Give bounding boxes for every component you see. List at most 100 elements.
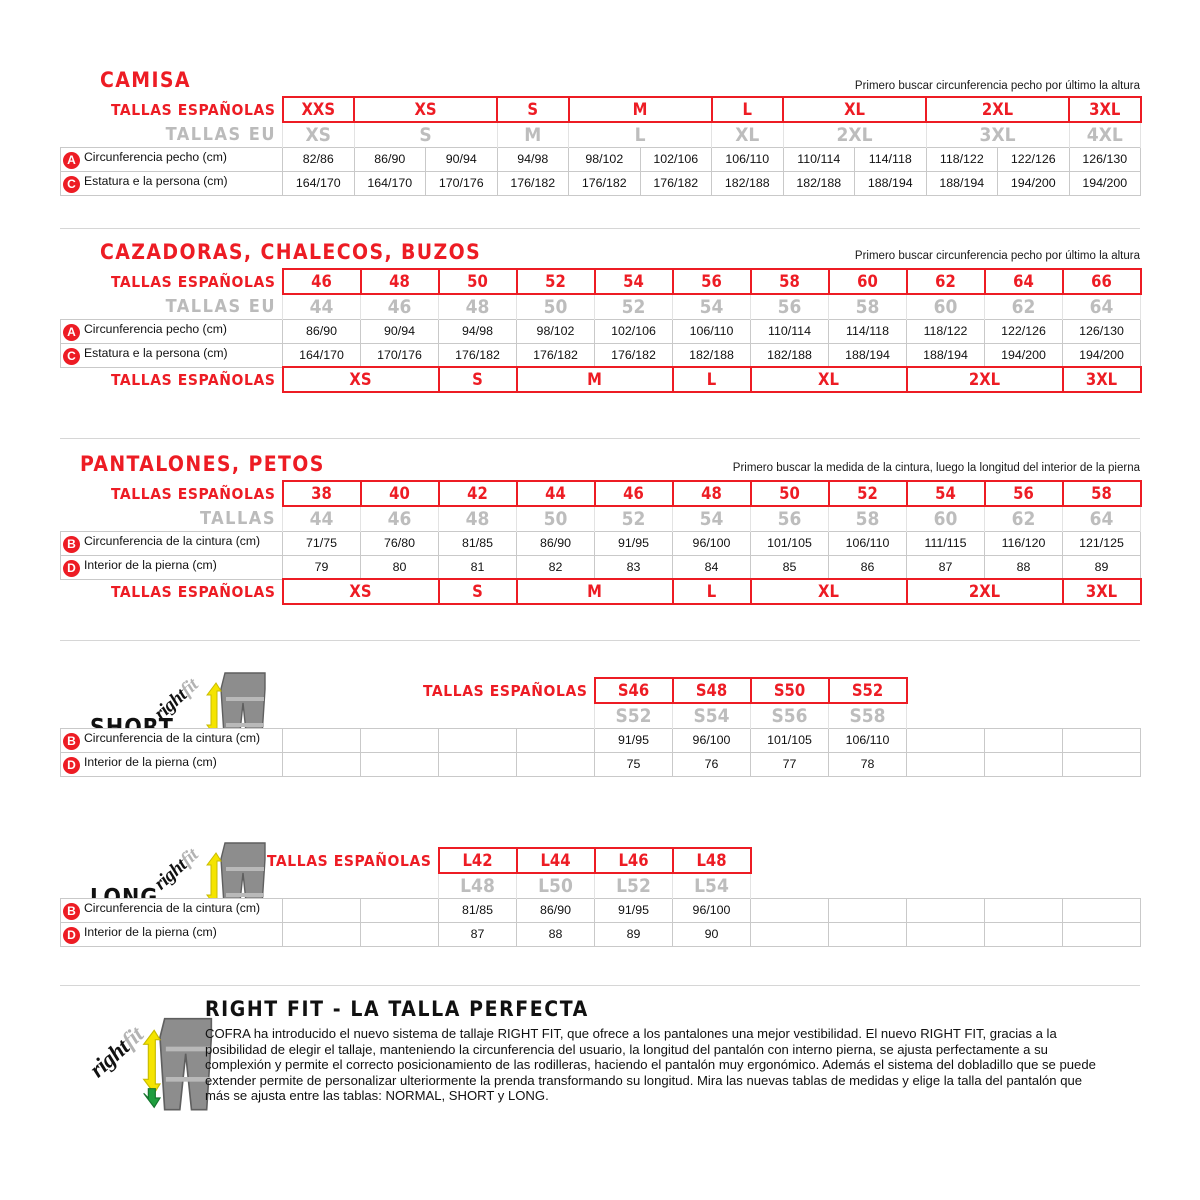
measure-value: 106/110 bbox=[828, 530, 907, 556]
row-tallas-eu: L48 L50 L52 L54 bbox=[61, 873, 1141, 898]
measure-value: 80 bbox=[360, 554, 439, 580]
blank-cell bbox=[829, 873, 907, 898]
blank-cell bbox=[1063, 678, 1141, 703]
measure-row-label-C: C Estatura e la persona (cm) bbox=[60, 170, 283, 196]
rightfit-logo-footer: rightfit bbox=[85, 995, 213, 1120]
measure-value: 176/182 bbox=[516, 342, 595, 368]
size-eu-58: 58 bbox=[828, 294, 907, 319]
table-short: TALLAS ESPAÑOLAS S46 S48 S50 S52 S52 S54 S56 S58… bbox=[60, 677, 1141, 777]
size-letter-2XL: 2XL bbox=[905, 578, 1064, 605]
size-eu-L48: L48 bbox=[438, 873, 517, 898]
measure-value: 164/170 bbox=[353, 170, 426, 196]
size-eu-52: 52 bbox=[594, 294, 673, 319]
row-measure-A: A Circunferencia pecho (cm) 82/86 86/90 90/9… bbox=[60, 146, 1142, 172]
blank-cell bbox=[907, 873, 985, 898]
measure-value: 75 bbox=[594, 751, 673, 777]
measure-value: 118/122 bbox=[925, 146, 999, 172]
measure-label: Circunferencia de la cintura (cm) bbox=[84, 533, 261, 548]
measure-label: Circunferencia de la cintura (cm) bbox=[84, 900, 261, 915]
blank-cell bbox=[907, 848, 985, 873]
row-measure-D: D Interior de la pierna (cm) 75 76 77 78 bbox=[60, 751, 1141, 777]
size-eu-64: 64 bbox=[1062, 294, 1141, 319]
empty-cell bbox=[1062, 727, 1141, 753]
size-letter-XS: XS bbox=[281, 578, 440, 605]
measure-value: 78 bbox=[828, 751, 907, 777]
empty-cell bbox=[360, 921, 439, 947]
measure-value: 182/188 bbox=[672, 342, 751, 368]
size-eu-44: 44 bbox=[282, 294, 361, 319]
blank-cell bbox=[985, 848, 1063, 873]
row-measure-B: B Circunferencia de la cintura (cm) 71/75 7… bbox=[60, 530, 1141, 556]
hint-pantalones: Primero buscar la medida de la cintura, … bbox=[732, 462, 1140, 474]
size-eu-54: 54 bbox=[672, 506, 751, 531]
size-eu-48: 48 bbox=[438, 294, 517, 319]
size-eu-2XL: 2XL bbox=[782, 122, 927, 147]
measure-value: 86/90 bbox=[353, 146, 426, 172]
measure-badge-b: B bbox=[63, 902, 80, 920]
measure-value: 79 bbox=[282, 554, 361, 580]
size-eu-60: 60 bbox=[906, 294, 985, 319]
measure-value: 170/176 bbox=[425, 170, 498, 196]
size-eu-50: 50 bbox=[516, 294, 595, 319]
size-eu-50: 50 bbox=[516, 506, 595, 531]
measure-label: Estatura e la persona (cm) bbox=[84, 173, 228, 188]
row-tallas-espanolas: TALLAS ESPAÑOLAS L42 L44 L46 L48 bbox=[61, 847, 1141, 874]
empty-cell bbox=[282, 751, 361, 777]
measure-value: 81/85 bbox=[438, 897, 517, 923]
measure-value: 194/200 bbox=[1068, 170, 1142, 196]
size-es-44: 44 bbox=[515, 480, 596, 507]
size-es-48: 48 bbox=[359, 268, 440, 295]
empty-cell bbox=[1062, 897, 1141, 923]
size-es-L: L bbox=[710, 96, 785, 123]
measure-value: 89 bbox=[1062, 554, 1141, 580]
measure-value: 176/182 bbox=[568, 170, 641, 196]
label-tallas-espanolas: TALLAS ESPAÑOLAS bbox=[266, 851, 432, 870]
table-camisa: TALLAS ESPAÑOLAS XXS XS S M L XL 2XL 3XL TALLAS E… bbox=[60, 96, 1142, 196]
size-es-58: 58 bbox=[749, 268, 830, 295]
size-letter-3XL: 3XL bbox=[1061, 366, 1142, 393]
measure-value: 176/182 bbox=[496, 170, 570, 196]
size-letter-3XL: 3XL bbox=[1061, 578, 1142, 605]
measure-badge-b: B bbox=[63, 535, 80, 553]
measure-value: 164/170 bbox=[282, 170, 355, 196]
empty-cell bbox=[750, 921, 829, 947]
measure-value: 88 bbox=[984, 554, 1063, 580]
measure-value: 170/176 bbox=[360, 342, 439, 368]
measure-value: 94/98 bbox=[438, 318, 517, 344]
empty-cell bbox=[360, 751, 439, 777]
measure-value: 176/182 bbox=[639, 170, 713, 196]
measure-value: 182/188 bbox=[711, 170, 784, 196]
size-letter-M: M bbox=[515, 366, 674, 393]
measure-label: Interior de la pierna (cm) bbox=[84, 754, 217, 769]
size-eu-S58: S58 bbox=[828, 703, 907, 728]
measure-value: 76/80 bbox=[360, 530, 439, 556]
measure-value: 91/95 bbox=[594, 727, 673, 753]
measure-value: 188/194 bbox=[828, 342, 907, 368]
size-es-64: 64 bbox=[983, 268, 1064, 295]
measure-value: 101/105 bbox=[750, 530, 829, 556]
size-es-62: 62 bbox=[905, 268, 986, 295]
empty-cell bbox=[984, 897, 1063, 923]
size-eu-58: 58 bbox=[828, 506, 907, 531]
size-letter-S: S bbox=[437, 578, 518, 605]
label-tallas-espanolas-bottom: TALLAS ESPAÑOLAS bbox=[110, 582, 276, 601]
measure-value: 83 bbox=[594, 554, 673, 580]
size-es-L46: L46 bbox=[593, 847, 674, 874]
measure-value: 182/188 bbox=[750, 342, 829, 368]
empty-cell bbox=[438, 727, 517, 753]
size-es-52: 52 bbox=[515, 268, 596, 295]
rightfit-footer-title: RIGHT FIT - LA TALLA PERFECTA bbox=[205, 997, 589, 1021]
size-eu-4XL: 4XL bbox=[1068, 122, 1142, 147]
blank-cell bbox=[907, 703, 985, 728]
size-eu-S54: S54 bbox=[672, 703, 751, 728]
measure-badge-a: A bbox=[63, 151, 80, 169]
divider-3 bbox=[60, 640, 1140, 641]
size-es-S52: S52 bbox=[827, 677, 908, 704]
measure-badge-a: A bbox=[63, 323, 80, 341]
row-measure-A: A Circunferencia pecho (cm) 86/90 90/94 94/9… bbox=[60, 318, 1141, 344]
measure-value: 81/85 bbox=[438, 530, 517, 556]
size-es-42: 42 bbox=[437, 480, 518, 507]
size-letter-M: M bbox=[515, 578, 674, 605]
size-eu-46: 46 bbox=[360, 506, 439, 531]
